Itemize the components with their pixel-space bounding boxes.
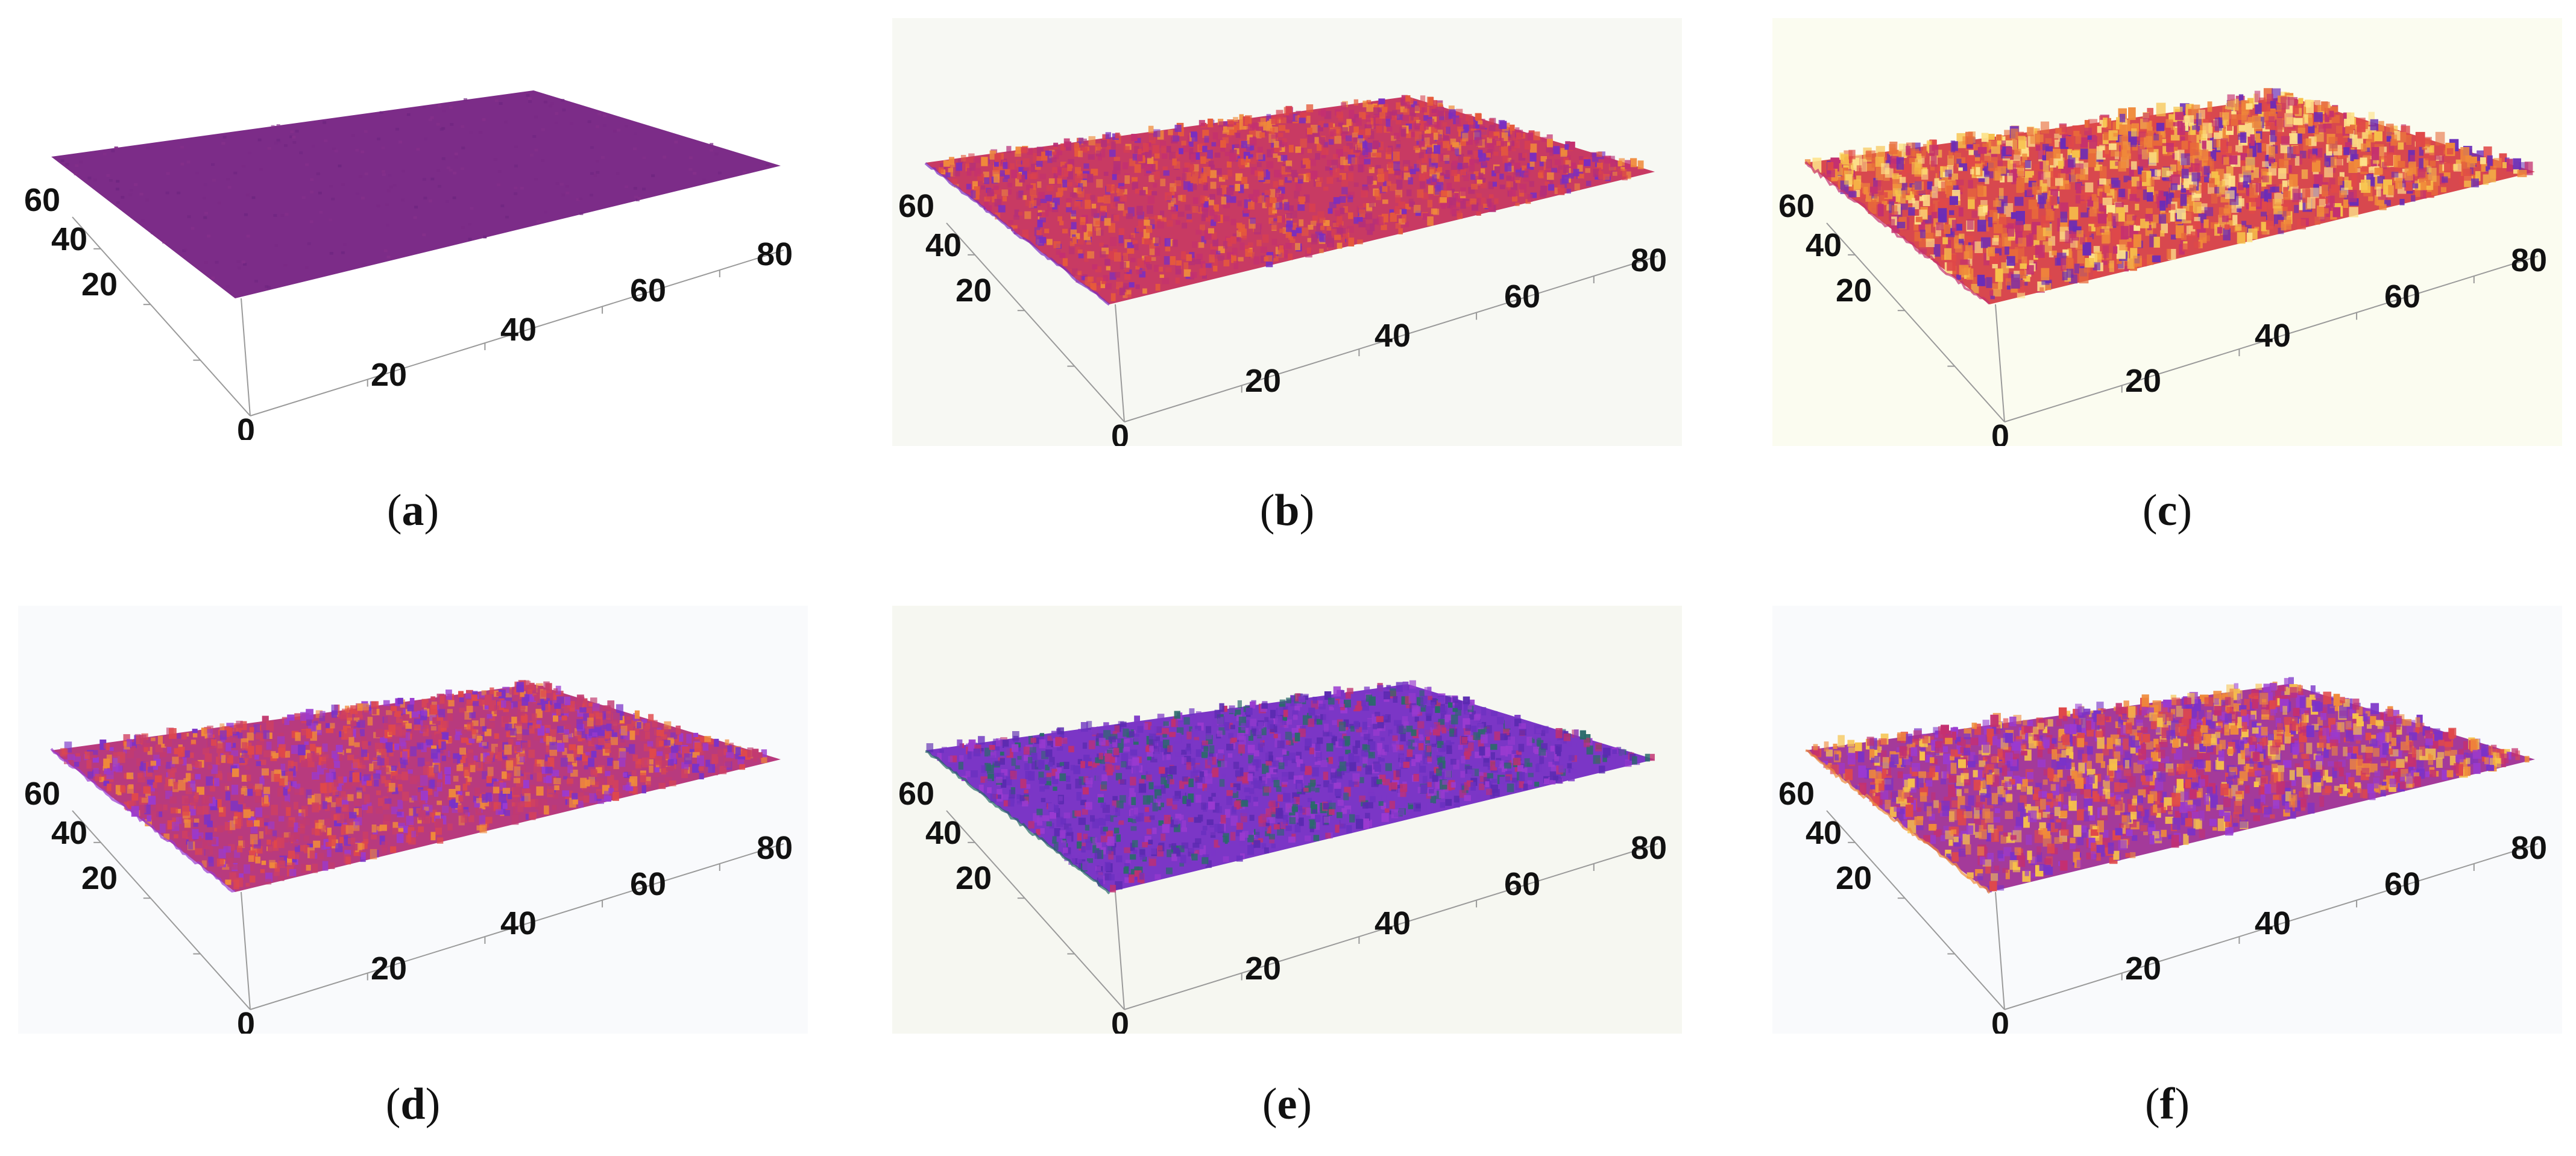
x-tick-label: 80	[1631, 830, 1667, 866]
y-tick-label: 40	[925, 227, 962, 263]
x-tick-label: 60	[630, 866, 666, 902]
x-tick-label: 80	[2511, 830, 2547, 866]
y-tick-label: 60	[24, 182, 60, 218]
y-tick-label: 60	[898, 776, 934, 812]
axis-lines	[1826, 810, 2539, 1010]
x-tick-label: 40	[2255, 905, 2291, 941]
surface-front-edge	[1805, 749, 1991, 894]
x-tick-label: 80	[2511, 242, 2547, 278]
origin-label: 0	[1111, 418, 1129, 446]
x-tick-label: 80	[757, 236, 793, 272]
origin-label: 0	[1111, 1006, 1129, 1034]
x-tick-label: 80	[757, 830, 793, 866]
x-tick-label: 20	[371, 357, 407, 393]
y-tick-label: 60	[1778, 776, 1815, 812]
surface-base	[51, 90, 781, 298]
y-tick-label: 20	[81, 860, 118, 896]
surface-texture	[1812, 677, 2530, 893]
y-tick-label: 40	[51, 815, 87, 851]
x-tick-label: 60	[1504, 866, 1540, 902]
y-tick-label: 40	[1806, 227, 1842, 263]
panel-e: 60 40 20 20 40 60 80 0	[892, 606, 1682, 1034]
origin-label: 0	[1991, 1006, 2009, 1034]
surface-texture	[60, 94, 770, 289]
x-tick-label: 60	[2384, 866, 2420, 902]
surface-front-edge	[925, 750, 1110, 894]
axis-lines	[946, 810, 1658, 1010]
origin-label: 0	[1991, 418, 2009, 446]
surface-texture	[938, 95, 1644, 301]
panel-d: 60 40 20 20 40 60 80 0	[18, 606, 808, 1034]
x-tick-label: 40	[500, 905, 537, 941]
x-tick-label: 20	[371, 950, 407, 987]
x-tick-label: 40	[1375, 905, 1411, 941]
origin-label: 0	[237, 412, 255, 440]
y-tick-label: 20	[1836, 860, 1872, 896]
y-tick-label: 60	[898, 188, 934, 224]
x-tick-label: 40	[2255, 318, 2291, 354]
y-tick-label: 40	[1806, 815, 1842, 851]
y-tick-label: 60	[24, 776, 60, 812]
x-tick-label: 60	[630, 272, 666, 309]
surface-texture	[1804, 88, 2533, 300]
panel-f: 60 40 20 20 40 60 80 0	[1772, 606, 2562, 1034]
axis-lines	[946, 222, 1658, 423]
x-tick-label: 80	[1631, 242, 1667, 278]
caption-e: (e)	[1262, 1079, 1312, 1129]
y-tick-label: 60	[1778, 188, 1815, 224]
x-tick-label: 20	[1245, 950, 1281, 987]
panel-a: 60 40 20 20 40 60 80 0	[18, 12, 808, 440]
y-tick-label: 20	[956, 860, 992, 896]
x-tick-label: 20	[2125, 950, 2161, 987]
x-tick-label: 40	[1375, 318, 1411, 354]
surface-texture	[60, 680, 767, 890]
x-tick-label: 40	[500, 312, 537, 348]
origin-label: 0	[237, 1006, 255, 1034]
panel-c: 60 40 20 20 40 60 80 0	[1772, 18, 2562, 446]
surface-front-edge	[924, 162, 1110, 306]
x-tick-label: 20	[1245, 363, 1281, 399]
caption-b: (b)	[1259, 486, 1315, 535]
axis-lines	[72, 810, 784, 1010]
caption-a: (a)	[386, 486, 439, 535]
y-tick-label: 20	[956, 272, 992, 309]
y-tick-label: 20	[1836, 272, 1872, 309]
surface-front-edge	[50, 748, 236, 893]
surface-texture	[926, 680, 1655, 893]
y-tick-label: 40	[925, 815, 962, 851]
x-tick-label: 20	[2125, 363, 2161, 399]
axis-lines	[1826, 222, 2539, 423]
caption-c: (c)	[2142, 486, 2193, 535]
panel-b: 60 40 20 20 40 60 80 0	[892, 18, 1682, 446]
caption-f: (f)	[2145, 1079, 2190, 1129]
x-tick-label: 60	[1504, 278, 1540, 315]
y-tick-label: 20	[81, 266, 118, 303]
y-tick-label: 40	[51, 221, 87, 257]
surface-front-edge	[1804, 161, 1991, 305]
x-tick-label: 60	[2384, 278, 2420, 315]
axis-lines	[72, 216, 784, 416]
caption-d: (d)	[385, 1079, 441, 1129]
